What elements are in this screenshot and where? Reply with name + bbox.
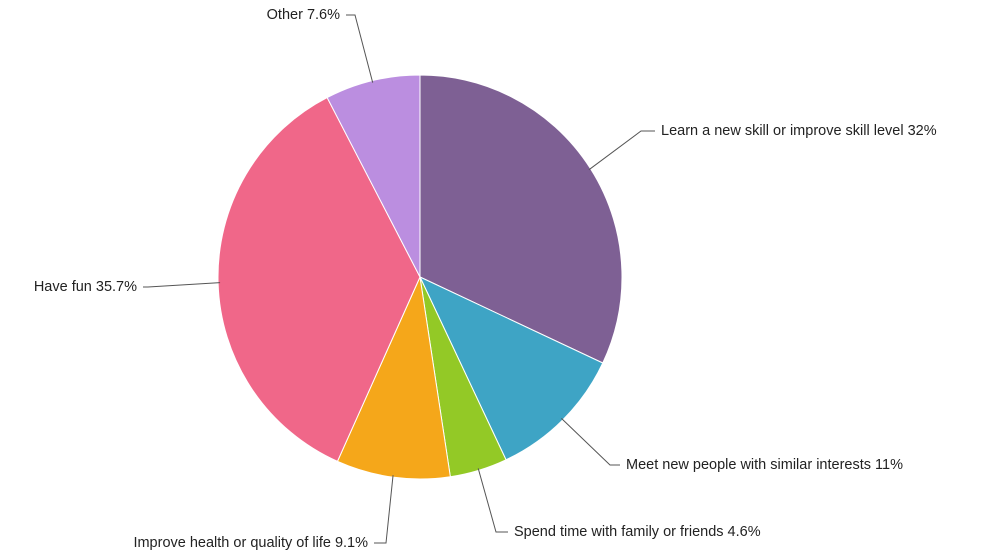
- leader-line-improve-health-or-quality-of-life: [374, 475, 394, 544]
- slice-labels: Learn a new skill or improve skill level…: [34, 7, 937, 551]
- slice-label-spend-time-with-family-or-friends: Spend time with family or friends 4.6%: [514, 524, 761, 540]
- slice-label-learn-a-new-skill-or-improve-skill-level: Learn a new skill or improve skill level…: [661, 123, 937, 139]
- leader-line-have-fun: [143, 282, 221, 288]
- leader-line-other: [346, 14, 374, 83]
- leader-line-spend-time-with-family-or-friends: [477, 468, 508, 533]
- leader-line-learn-a-new-skill-or-improve-skill-level: [588, 130, 655, 171]
- leader-line-meet-new-people-with-similar-interests: [561, 418, 620, 466]
- slice-label-have-fun: Have fun 35.7%: [34, 279, 137, 295]
- leader-lines: [143, 14, 655, 544]
- pie-slices: [217, 74, 623, 480]
- slice-label-improve-health-or-quality-of-life: Improve health or quality of life 9.1%: [133, 535, 368, 551]
- slice-label-other: Other 7.6%: [267, 7, 340, 23]
- slice-label-meet-new-people-with-similar-interests: Meet new people with similar interests 1…: [626, 457, 903, 473]
